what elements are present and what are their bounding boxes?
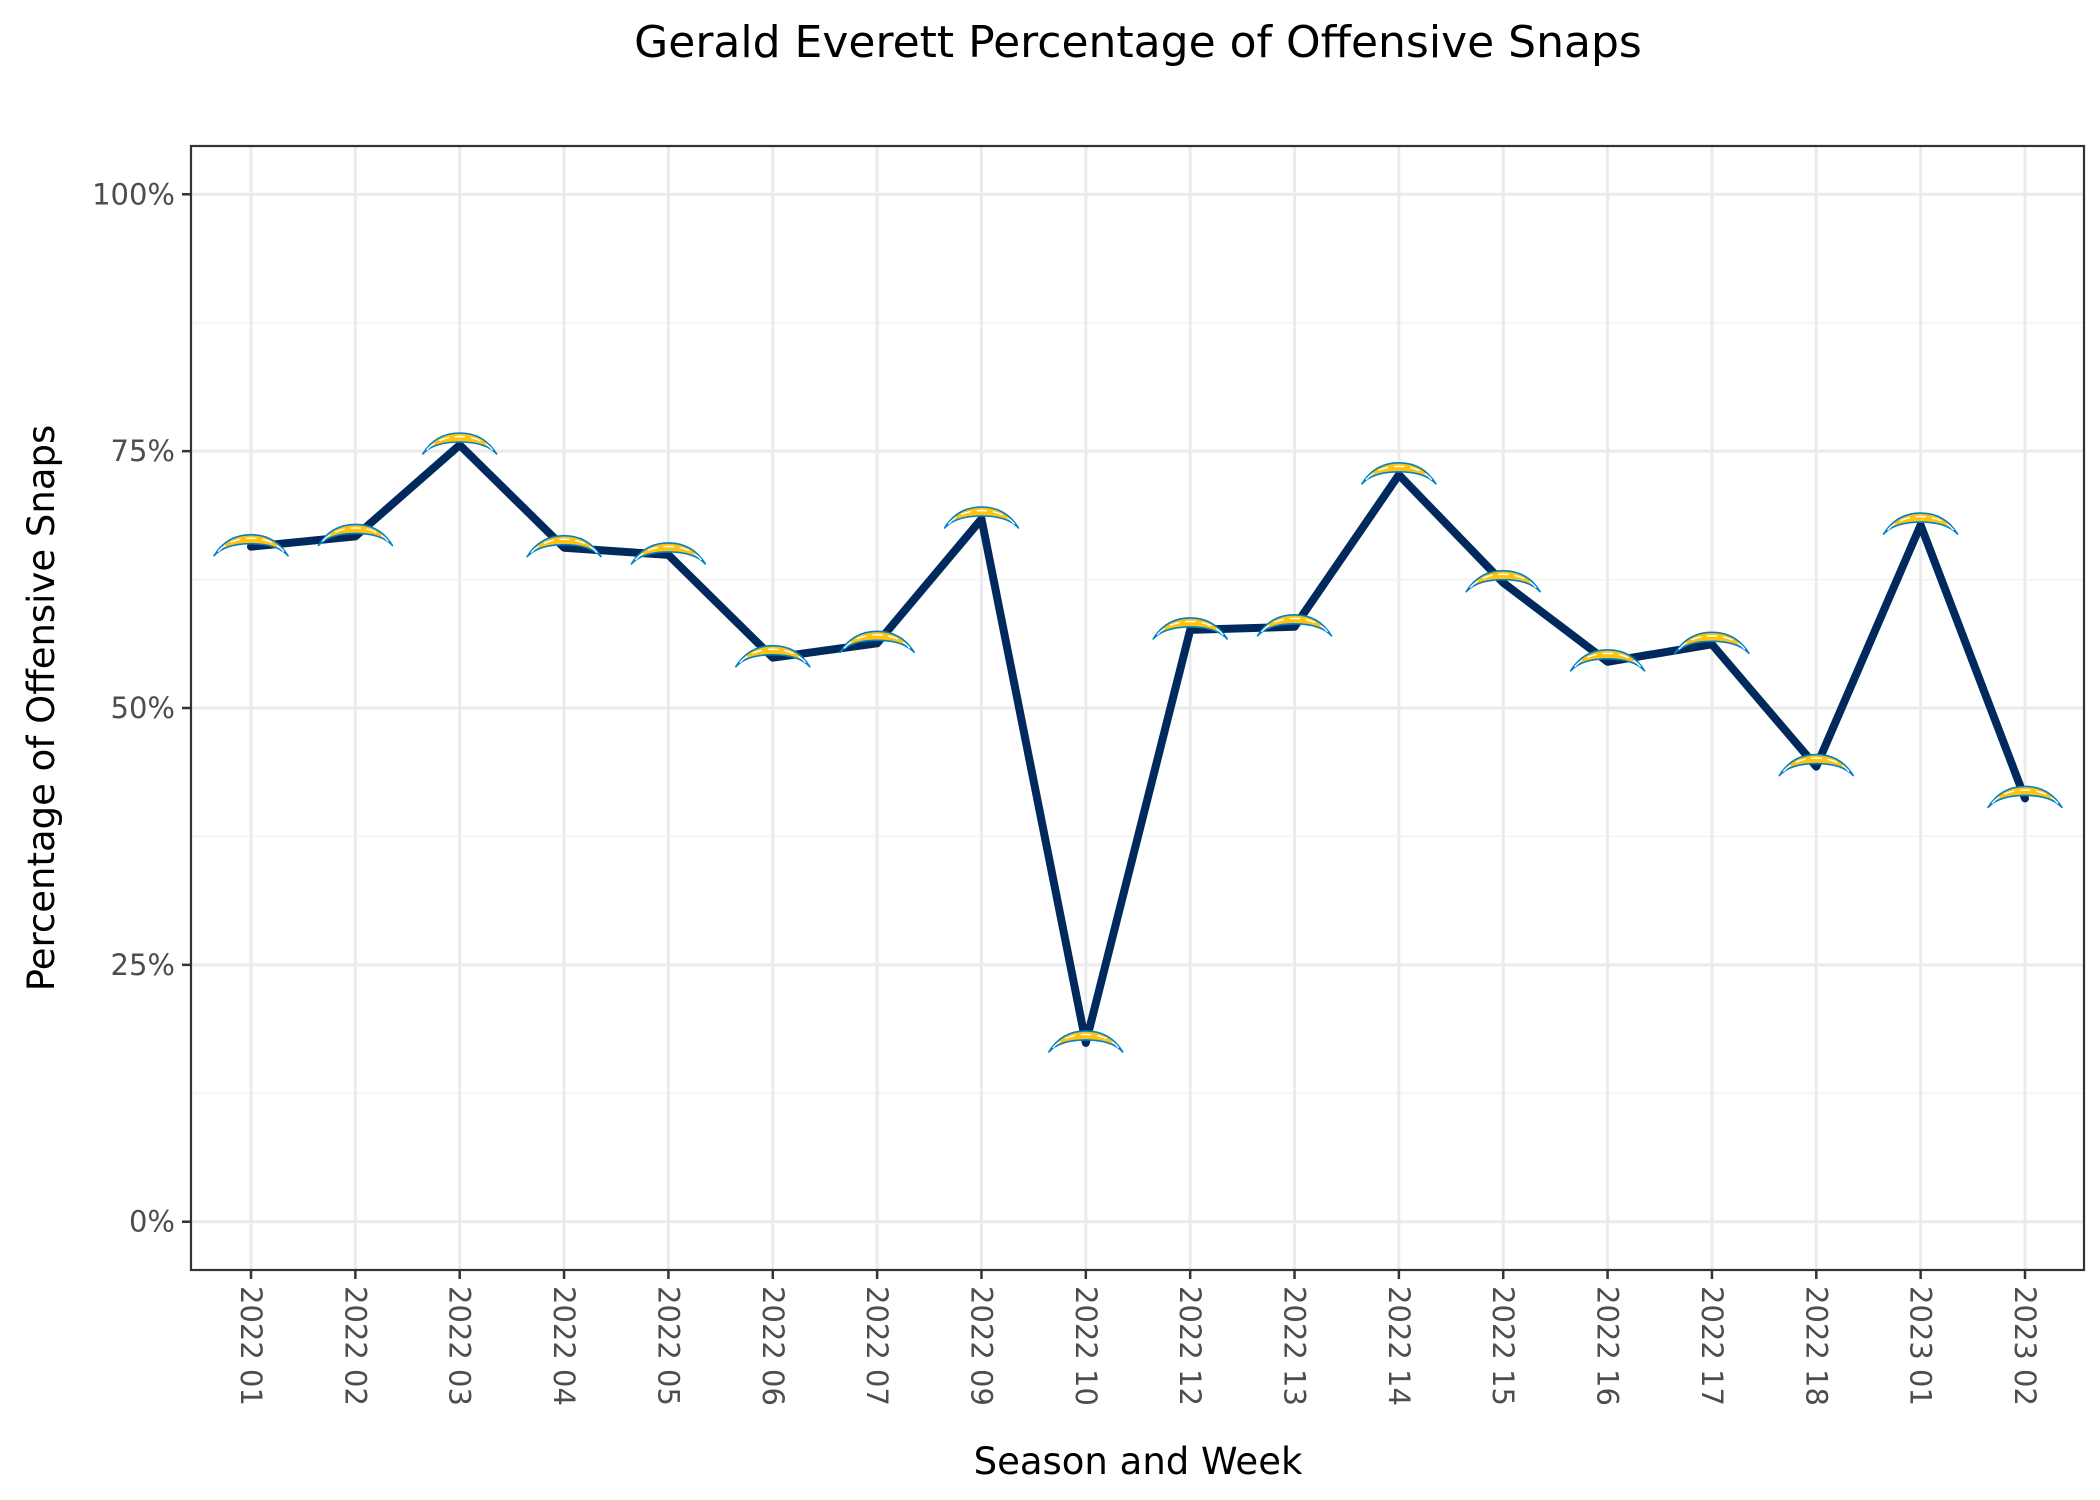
x-tick-label: 2022 03 — [443, 1286, 477, 1406]
data-point-marker — [1778, 753, 1855, 777]
x-tick-label: 2022 16 — [1591, 1286, 1625, 1406]
y-tick-label: 75% — [111, 434, 175, 468]
x-tick-label: 2022 04 — [547, 1286, 581, 1406]
bolt-logo-highlight — [1365, 465, 1433, 481]
grid — [191, 146, 2084, 1270]
x-tick-label: 2023 01 — [1904, 1286, 1938, 1406]
x-axis-title: Season and Week — [974, 1440, 1303, 1483]
x-axis-ticks: 2022 01 2022 02 2022 03 2022 04 2022 05 2022 … — [234, 1270, 2042, 1406]
bolt-logo-highlight — [1991, 789, 2059, 804]
x-tick-label: 2022 05 — [651, 1286, 685, 1406]
bolt-logo-icon — [630, 542, 707, 565]
bolt-logo-icon — [1778, 753, 1855, 777]
chart-title: Gerald Everett Percentage of Offensive S… — [634, 17, 1642, 68]
bolt-logo-highlight — [843, 634, 911, 649]
x-tick-label: 2022 17 — [1695, 1286, 1729, 1406]
x-tick-label: 2022 02 — [338, 1286, 372, 1406]
bolt-logo-icon — [1569, 648, 1646, 672]
data-point-marker — [1361, 461, 1437, 485]
bolt-logo-highlight — [321, 527, 389, 542]
y-tick-label: 50% — [111, 691, 175, 725]
x-tick-label: 2022 13 — [1278, 1286, 1312, 1406]
data-point-marker — [943, 506, 1020, 529]
data-point-marker — [1256, 613, 1333, 637]
bolt-logo-icon — [1361, 461, 1437, 485]
x-tick-label: 2022 14 — [1382, 1286, 1416, 1406]
bolt-logo-icon — [317, 523, 394, 547]
bolt-logo-highlight — [426, 435, 494, 451]
data-point-marker — [1882, 512, 1959, 535]
data-point-marker — [1987, 785, 2063, 809]
x-tick-label: 2022 12 — [1173, 1286, 1207, 1406]
bolt-logo-icon — [1465, 569, 1541, 593]
bolt-logo-icon — [734, 644, 811, 668]
bolt-logo-highlight — [947, 509, 1016, 525]
data-point-marker — [630, 542, 707, 565]
series-line-layer — [247, 441, 2029, 1047]
bolt-logo-highlight — [530, 538, 598, 554]
bolt-logo-highlight — [1156, 620, 1224, 636]
data-point-marker — [213, 533, 289, 557]
bolt-logo-highlight — [217, 537, 285, 553]
bolt-logo-highlight — [1887, 515, 1955, 531]
y-tick-label: 100% — [92, 177, 175, 211]
data-point-marker — [421, 432, 498, 455]
data-point-marker — [839, 630, 915, 654]
bolt-logo-icon — [943, 506, 1020, 529]
bolt-logo-highlight — [1260, 617, 1329, 633]
bolt-logo-icon — [1987, 785, 2063, 809]
bolt-logo-highlight — [1052, 1033, 1120, 1049]
bolt-logo-highlight — [739, 648, 807, 664]
x-tick-label: 2022 07 — [860, 1286, 894, 1406]
bolt-logo-icon — [839, 630, 915, 654]
x-tick-label: 2022 01 — [234, 1286, 268, 1406]
bolt-logo-highlight — [634, 545, 702, 561]
data-point-marker — [1465, 569, 1541, 593]
y-axis-title: Percentage of Offensive Snaps — [20, 425, 63, 992]
bolt-logo-icon — [213, 533, 289, 557]
data-point-marker — [1152, 617, 1228, 640]
data-point-marker — [734, 644, 811, 668]
bolt-logo-highlight — [1678, 635, 1746, 650]
y-axis-ticks: 0% 25% 50% 75% 100% — [92, 177, 191, 1239]
bolt-logo-icon — [1048, 1030, 1124, 1053]
x-tick-label: 2022 06 — [756, 1286, 790, 1406]
y-tick-label: 25% — [111, 948, 175, 982]
marker-layer — [213, 432, 2063, 1053]
data-point-marker — [1674, 631, 1750, 655]
bolt-logo-highlight — [1469, 573, 1537, 589]
series-line — [247, 441, 2029, 1047]
bolt-logo-icon — [1674, 631, 1750, 655]
bolt-logo-icon — [421, 432, 498, 455]
x-tick-label: 2022 09 — [965, 1286, 999, 1406]
bolt-logo-icon — [1152, 617, 1228, 640]
bolt-logo-icon — [1256, 613, 1333, 637]
data-point-marker — [526, 534, 602, 558]
bolt-logo-highlight — [1782, 757, 1850, 773]
bolt-logo-icon — [526, 534, 602, 558]
data-point-marker — [1569, 648, 1646, 672]
x-tick-label: 2022 18 — [1799, 1286, 1833, 1406]
x-tick-label: 2022 10 — [1069, 1286, 1103, 1406]
data-point-marker — [1048, 1030, 1124, 1053]
x-tick-label: 2022 15 — [1486, 1286, 1520, 1406]
y-tick-label: 0% — [129, 1205, 175, 1239]
bolt-logo-icon — [1882, 512, 1959, 535]
data-point-marker — [317, 523, 394, 547]
bolt-logo-highlight — [1574, 652, 1642, 668]
x-tick-label: 2023 02 — [2008, 1286, 2042, 1406]
